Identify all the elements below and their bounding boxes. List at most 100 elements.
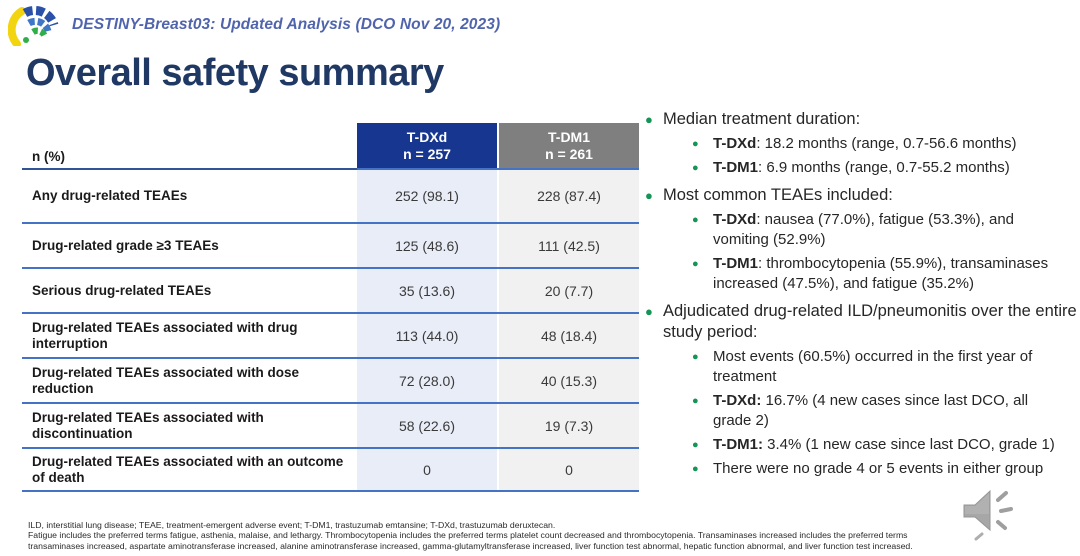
sub-bullet-rest: 3.4% (1 new case since last DCO, grade 1… — [763, 436, 1055, 453]
sub-bullet-item: ● T-DXd: nausea (77.0%), fatigue (53.3%)… — [692, 210, 1080, 250]
sub-bullet-text: T-DXd: 16.7% (4 new cases since last DCO… — [713, 391, 1060, 431]
row-label: Any drug-related TEAEs — [22, 170, 357, 222]
bullet-text: Most common TEAEs included: — [663, 186, 893, 204]
table-row: Serious drug-related TEAEs 35 (13.6) 20 … — [22, 267, 639, 312]
row-label: Drug-related TEAEs associated with disco… — [22, 404, 357, 447]
table-row: Any drug-related TEAEs 252 (98.1) 228 (8… — [22, 168, 639, 222]
bullet-text: Adjudicated drug-related ILD/pneumonitis… — [663, 302, 1077, 341]
summary-bullets: ● Median treatment duration: ● T-DXd: 18… — [637, 102, 1080, 479]
sub-bullet-text: T-DM1: 3.4% (1 new case since last DCO, … — [713, 435, 1060, 455]
sub-bullet-text: Most events (60.5%) occurred in the firs… — [713, 347, 1060, 387]
green-dot-icon: ● — [692, 351, 699, 363]
sub-bullet-rest: : nausea (77.0%), fatigue (53.3%), and v… — [713, 211, 1015, 248]
column-gap — [497, 314, 499, 357]
sub-bullet-rest: 16.7% (4 new cases since last DCO, all g… — [713, 392, 1029, 429]
table-row: Drug-related TEAEs associated with an ou… — [22, 447, 639, 492]
bullet-text: Median treatment duration: — [663, 110, 861, 128]
safety-table: n (%) T-DXd n = 257 T-DM1 n = 261 Any dr… — [22, 123, 639, 492]
sub-bullet-rest: : thrombocytopenia (55.9%), transaminase… — [713, 255, 1049, 292]
drug-name: T-DXd — [713, 135, 757, 152]
drug-name: T-DXd — [713, 211, 757, 228]
green-dot-icon: ● — [692, 395, 699, 407]
footnote-line: transaminases increased, aspartate amino… — [28, 540, 913, 551]
column-gap — [497, 449, 499, 490]
green-dot-icon: ● — [645, 112, 653, 127]
tdxd-column-header: T-DXd n = 257 — [357, 123, 497, 168]
sub-bullet-text: T-DXd: nausea (77.0%), fatigue (53.3%), … — [713, 210, 1060, 250]
column-gap — [497, 269, 499, 312]
row-label: Drug-related TEAEs associated with an ou… — [22, 449, 357, 490]
drug-name: T-DM1: — [713, 436, 763, 453]
column-gap — [497, 404, 499, 447]
sub-bullet-text: T-DM1: thrombocytopenia (55.9%), transam… — [713, 254, 1060, 294]
sub-bullet-item: ● There were no grade 4 or 5 events in e… — [692, 459, 1080, 479]
tdm1-value: 19 (7.3) — [499, 404, 639, 447]
sub-bullet-rest: : 6.9 months (range, 0.7-55.2 months) — [758, 159, 1010, 176]
green-dot-icon: ● — [692, 138, 699, 150]
tdm1-n: n = 261 — [545, 145, 593, 162]
study-subtitle: DESTINY-Breast03: Updated Analysis (DCO … — [72, 16, 501, 33]
tdm1-value: 228 (87.4) — [499, 170, 639, 222]
green-dot-icon: ● — [645, 304, 653, 319]
tdm1-value: 0 — [499, 449, 639, 490]
drug-name: T-DM1 — [713, 159, 758, 176]
conference-fan-logo-icon — [8, 5, 59, 46]
table-row: Drug-related TEAEs associated with dose … — [22, 357, 639, 402]
drug-name: T-DXd: — [713, 392, 762, 409]
sub-bullet-item: ● T-DM1: 3.4% (1 new case since last DCO… — [692, 435, 1080, 455]
table-row: Drug-related TEAEs associated with disco… — [22, 402, 639, 447]
footnote-line: Fatigue includes the preferred terms fat… — [28, 530, 908, 541]
tdxd-value: 72 (28.0) — [357, 359, 497, 402]
tdxd-value: 0 — [357, 449, 497, 490]
sub-bullet-text: T-DXd: 18.2 months (range, 0.7-56.6 mont… — [713, 134, 1060, 154]
table-header-row: n (%) T-DXd n = 257 T-DM1 n = 261 — [22, 123, 639, 170]
bullet-item: ● Median treatment duration: — [637, 109, 1080, 130]
sub-bullet-item: ● Most events (60.5%) occurred in the fi… — [692, 347, 1080, 387]
tdxd-value: 252 (98.1) — [357, 170, 497, 222]
sub-bullet-rest: Most events (60.5%) occurred in the firs… — [713, 348, 1033, 385]
row-label: Drug-related TEAEs associated with dose … — [22, 359, 357, 402]
tdm1-label: T-DM1 — [548, 128, 590, 145]
row-label: Serious drug-related TEAEs — [22, 269, 357, 312]
table-row: Drug-related TEAEs associated with drug … — [22, 312, 639, 357]
green-dot-icon: ● — [645, 188, 653, 203]
table-row: Drug-related grade ≥3 TEAEs 125 (48.6) 1… — [22, 222, 639, 267]
tdxd-value: 113 (44.0) — [357, 314, 497, 357]
sub-bullet-text: There were no grade 4 or 5 events in eit… — [713, 459, 1060, 479]
tdm1-value: 111 (42.5) — [499, 224, 639, 267]
speaker-icon[interactable] — [956, 484, 1020, 544]
green-dot-icon: ● — [692, 439, 699, 451]
sub-bullet-item: ● T-DM1: 6.9 months (range, 0.7-55.2 mon… — [692, 158, 1080, 178]
column-gap — [497, 123, 499, 168]
brand-header: DESTINY-Breast03: Updated Analysis (DCO … — [8, 4, 500, 46]
tdxd-n: n = 257 — [403, 145, 451, 162]
drug-name: T-DM1 — [713, 255, 758, 272]
footnotes: ILD, interstitial lung disease; TEAE, tr… — [28, 520, 1028, 551]
sub-bullet-text: T-DM1: 6.9 months (range, 0.7-55.2 month… — [713, 158, 1060, 178]
green-dot-icon: ● — [692, 162, 699, 174]
tdxd-label: T-DXd — [406, 128, 448, 145]
bullet-item: ● Adjudicated drug-related ILD/pneumonit… — [637, 301, 1080, 343]
tdxd-value: 35 (13.6) — [357, 269, 497, 312]
tdxd-value: 58 (22.6) — [357, 404, 497, 447]
column-gap — [497, 359, 499, 402]
corner-header: n (%) — [22, 123, 357, 170]
sub-bullet-item: ● T-DM1: thrombocytopenia (55.9%), trans… — [692, 254, 1080, 294]
tdxd-value: 125 (48.6) — [357, 224, 497, 267]
sub-bullet-rest: There were no grade 4 or 5 events in eit… — [713, 460, 1044, 477]
sub-bullet-item: ● T-DXd: 18.2 months (range, 0.7-56.6 mo… — [692, 134, 1080, 154]
green-dot-icon: ● — [692, 214, 699, 226]
row-label: Drug-related TEAEs associated with drug … — [22, 314, 357, 357]
tdm1-value: 48 (18.4) — [499, 314, 639, 357]
tdm1-column-header: T-DM1 n = 261 — [499, 123, 639, 168]
tdm1-value: 20 (7.7) — [499, 269, 639, 312]
bullet-item: ● Most common TEAEs included: — [637, 185, 1080, 206]
footnote-line: ILD, interstitial lung disease; TEAE, tr… — [28, 520, 556, 530]
sub-bullet-rest: : 18.2 months (range, 0.7-56.6 months) — [756, 135, 1017, 152]
row-label: Drug-related grade ≥3 TEAEs — [22, 224, 357, 267]
green-dot-icon: ● — [692, 258, 699, 270]
page-title: Overall safety summary — [26, 52, 444, 94]
sub-bullet-item: ● T-DXd: 16.7% (4 new cases since last D… — [692, 391, 1080, 431]
column-gap — [497, 170, 499, 222]
